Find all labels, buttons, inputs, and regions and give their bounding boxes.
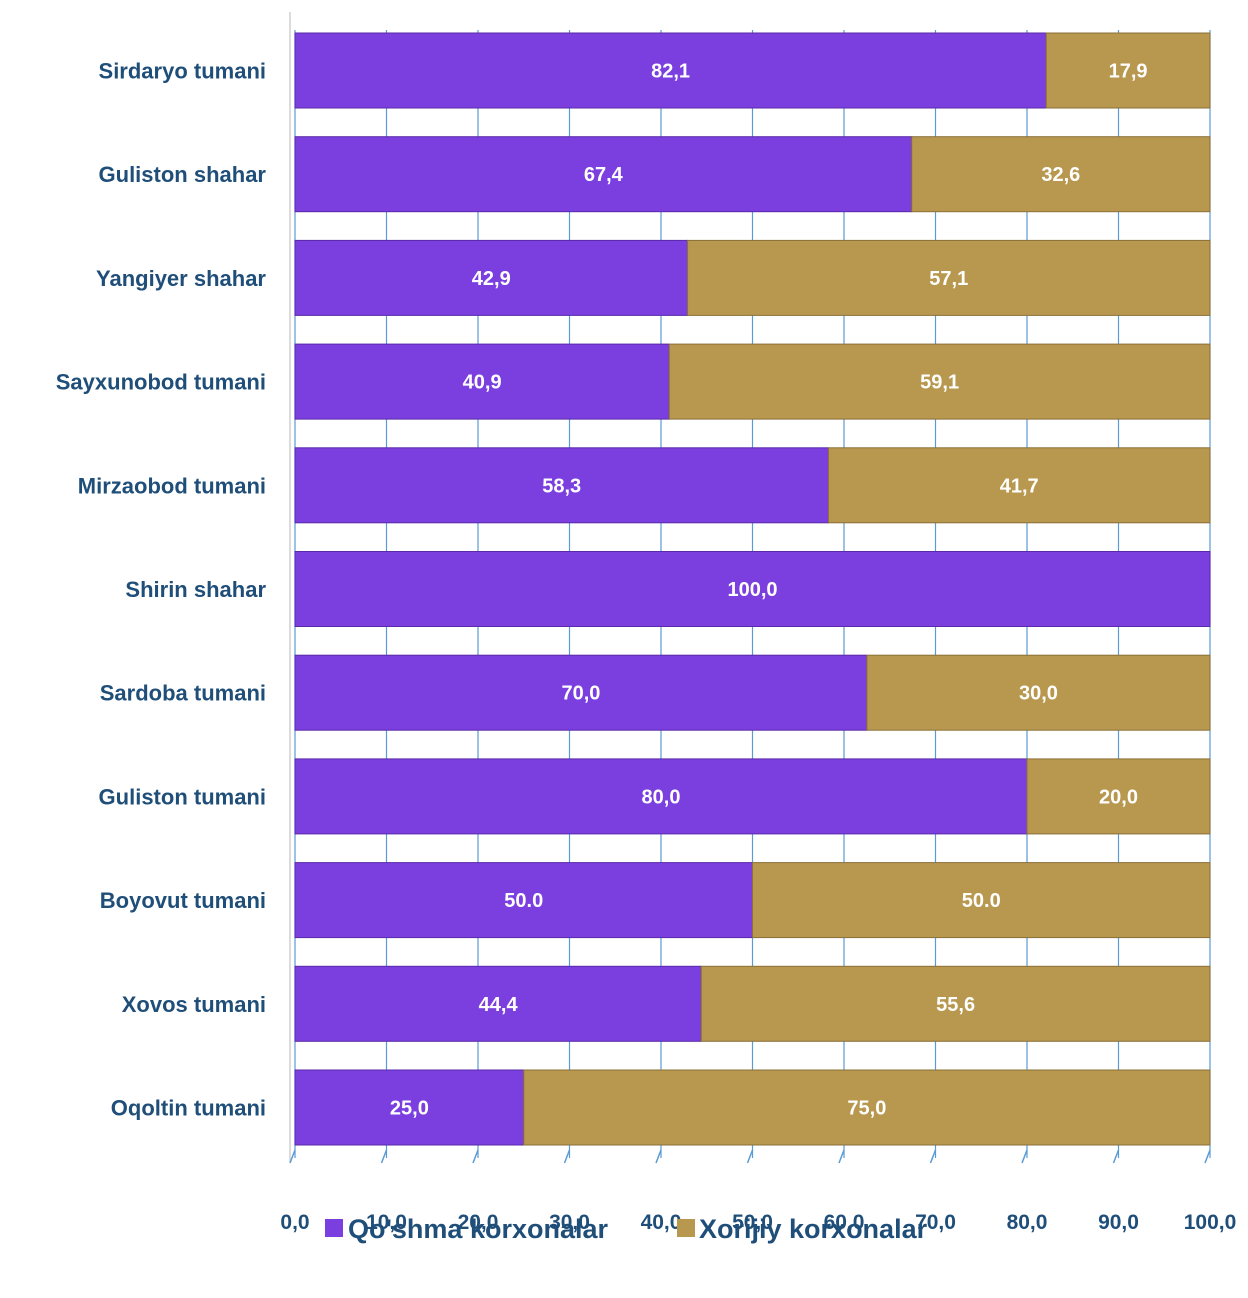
x-tick-label: 50,0	[732, 1211, 773, 1234]
category-label: Boyovut tumani	[100, 888, 266, 913]
data-label: 44,4	[479, 994, 519, 1016]
category-labels: Sirdaryo tumani Guliston shahar Yangiyer s…	[56, 59, 267, 1121]
data-label: 50.0	[962, 890, 1001, 912]
category-label: Sirdaryo tumani	[99, 59, 266, 84]
x-tick-label: 60,0	[824, 1211, 865, 1234]
data-label: 32,6	[1041, 164, 1080, 186]
tick-mark	[1021, 1149, 1028, 1164]
data-label: 67,4	[584, 164, 624, 186]
tick-mark	[472, 1149, 479, 1164]
bar-segment	[294, 136, 913, 213]
data-label: 59,1	[920, 372, 959, 394]
data-label: 80,0	[642, 786, 681, 808]
legend-label-qoshma: Qo'shma korxonalar	[348, 1214, 608, 1244]
x-tick-label: 40,0	[641, 1211, 682, 1234]
x-tick-label: 80,0	[1007, 1211, 1048, 1234]
category-label: Sayxunobod tumani	[56, 370, 266, 395]
legend-label-xorijiy: Xorijiy korxonalar	[699, 1214, 928, 1244]
x-tick-label: 70,0	[915, 1211, 956, 1234]
bar-segment	[752, 862, 1211, 939]
category-label: Sardoba tumani	[100, 681, 266, 706]
category-label: Xovos tumani	[122, 992, 266, 1017]
data-label: 40,9	[463, 372, 502, 394]
tick-mark	[838, 1149, 845, 1164]
tick-mark	[655, 1149, 662, 1164]
bar-segment	[294, 239, 689, 316]
x-axis-tick-labels: 0,0 10,0 20,0 30,0 40,0 50,0 60,0 70,0 80,0 90,0 1…	[280, 1211, 1236, 1234]
data-label: 100,0	[727, 579, 777, 601]
bar-segment	[668, 343, 1211, 420]
bar-segment	[700, 965, 1211, 1042]
data-label: 75,0	[847, 1098, 886, 1120]
bar-segment	[294, 32, 1047, 109]
data-label: 82,1	[651, 61, 690, 83]
category-label: Guliston tumani	[99, 784, 266, 809]
data-label: 30,0	[1019, 683, 1058, 705]
data-label: 42,9	[472, 268, 511, 290]
data-label: 55,6	[936, 994, 975, 1016]
data-label: 20,0	[1099, 786, 1138, 808]
bar-segment	[294, 343, 670, 420]
bar-segment	[523, 1069, 1211, 1146]
data-label: 70,0	[561, 683, 600, 705]
category-label: Shirin shahar	[125, 577, 266, 602]
bar-segment	[294, 551, 1211, 627]
legend-swatch-xorijiy	[677, 1219, 695, 1237]
x-tick-label: 90,0	[1098, 1211, 1139, 1234]
x-tick-label: 100,0	[1184, 1211, 1237, 1234]
x-tick-label: 0,0	[280, 1211, 309, 1234]
category-label: Mirzaobod tumani	[78, 473, 266, 498]
tick-mark	[1112, 1149, 1120, 1164]
data-label: 25,0	[390, 1098, 429, 1120]
data-label: 50.0	[504, 890, 543, 912]
x-tick-label: 10,0	[366, 1211, 407, 1234]
bars: 82,1 17,9 67,4 32,6 42,9 57,1 40,9 59,1 58,3 41,7…	[294, 32, 1211, 1146]
data-label: 57,1	[929, 268, 968, 290]
bar-segment	[866, 654, 1211, 731]
bar-segment	[294, 965, 702, 1042]
legend-swatch-qoshma	[325, 1219, 343, 1237]
legend: Qo'shma korxonalar Xorijiy korxonalar	[325, 1214, 928, 1244]
data-label: 41,7	[1000, 475, 1039, 497]
tick-mark	[289, 1149, 296, 1164]
x-tick-label: 30,0	[549, 1211, 590, 1234]
bar-segment	[1045, 32, 1211, 109]
tick-mark	[563, 1149, 571, 1164]
bar-segment	[294, 758, 1028, 835]
data-label: 17,9	[1109, 61, 1148, 83]
category-label: Oqoltin tumani	[111, 1096, 266, 1121]
bar-segment	[294, 447, 829, 524]
tick-mark	[929, 1149, 937, 1164]
bar-segment	[827, 447, 1211, 524]
bar-segment	[294, 654, 868, 731]
bar-segment	[294, 862, 753, 939]
bar-segment	[1026, 758, 1211, 835]
tick-mark	[380, 1149, 388, 1164]
category-label: Guliston shahar	[99, 162, 267, 187]
bar-segment	[911, 136, 1211, 213]
bar-segment	[294, 1069, 525, 1146]
data-label: 58,3	[542, 475, 581, 497]
bar-segment	[687, 239, 1211, 316]
x-tick-label: 20,0	[458, 1211, 499, 1234]
tick-mark	[1204, 1149, 1211, 1164]
category-label: Yangiyer shahar	[96, 266, 266, 291]
tick-mark	[746, 1149, 754, 1164]
